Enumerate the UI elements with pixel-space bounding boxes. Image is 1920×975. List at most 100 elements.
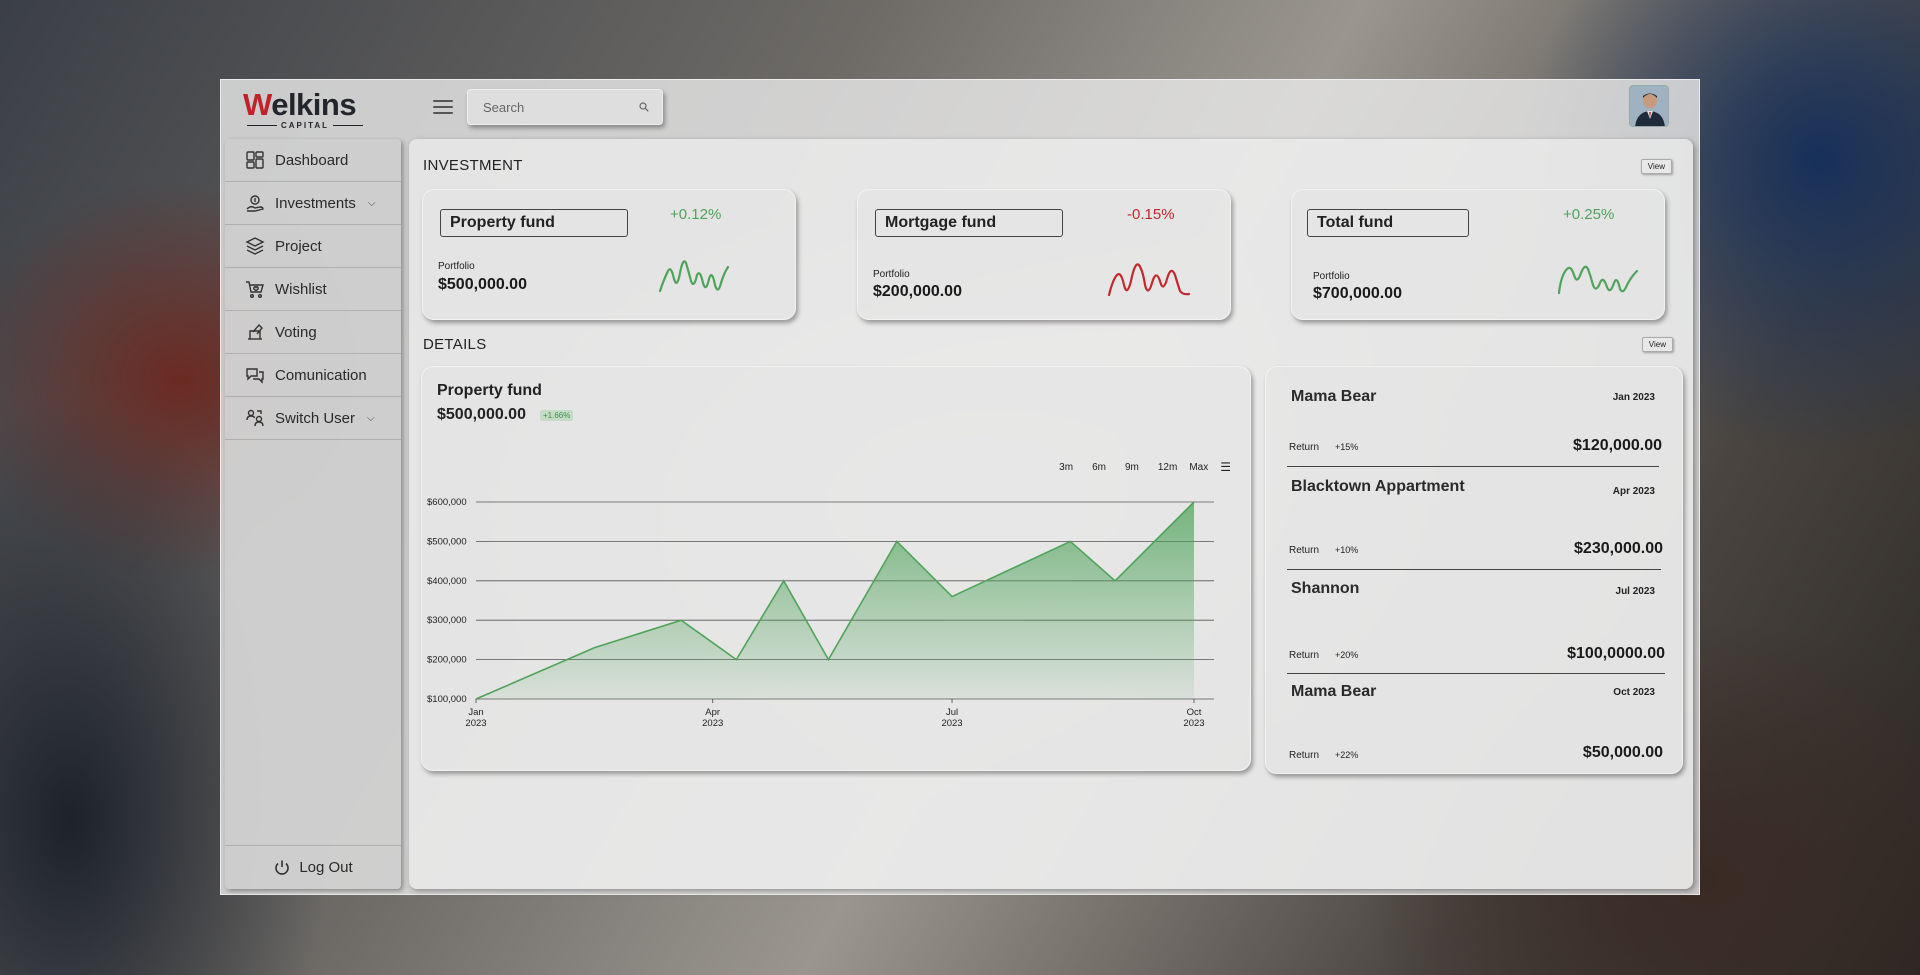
range-selector: 3m 6m 9m 12m Max ☰ — [1059, 460, 1231, 474]
sidebar-item-investments[interactable]: Investments ⌵ — [225, 182, 401, 225]
y-tick-label: $500,000 — [427, 536, 467, 547]
return-date: Apr 2023 — [1612, 486, 1655, 497]
return-label: Return — [1289, 545, 1320, 556]
range-max[interactable]: Max — [1189, 462, 1209, 473]
range-6m[interactable]: 6m — [1092, 462, 1106, 473]
cart-heart-icon — [246, 281, 264, 298]
return-pct: +22% — [1335, 750, 1359, 760]
y-tick-label: $600,000 — [427, 497, 467, 508]
logout-label: Log Out — [299, 859, 353, 876]
portfolio-value: $700,000.00 — [1313, 285, 1402, 302]
sidebar-item-switch-user[interactable]: Switch User ⌵ — [225, 397, 401, 440]
search-input[interactable] — [467, 89, 617, 125]
divider — [1287, 569, 1661, 570]
chat-icon — [246, 368, 264, 384]
x-tick-label: 2023 — [1183, 718, 1204, 729]
fund-name: Property fund — [440, 209, 628, 237]
return-pct: +10% — [1335, 545, 1359, 555]
fund-card-total[interactable]: Total fund +0.25% Portfolio $700,000.00 — [1291, 189, 1665, 320]
return-name: Blacktown Appartment — [1291, 478, 1465, 495]
x-tick-label: 2023 — [941, 718, 962, 729]
return-pct: +15% — [1335, 442, 1359, 452]
menu-icon[interactable] — [433, 100, 453, 116]
sidebar-item-label: Dashboard — [275, 151, 349, 169]
chart-menu-icon[interactable]: ☰ — [1220, 460, 1231, 474]
y-tick-label: $300,000 — [427, 615, 467, 626]
switch-user-icon — [246, 409, 264, 427]
return-date: Jul 2023 — [1615, 586, 1655, 597]
range-3m[interactable]: 3m — [1059, 462, 1074, 473]
return-label: Return — [1289, 442, 1320, 453]
range-9m[interactable]: 9m — [1124, 462, 1139, 473]
sidebar-item-label: Voting — [275, 323, 317, 341]
sidebar-item-label: Investments — [275, 194, 356, 212]
main-content: INVESTMENT View Property fund +0.12% Por… — [409, 139, 1693, 889]
portfolio-label: Portfolio — [438, 261, 475, 272]
top-bar: Welkins CAPITAL — [221, 80, 1699, 140]
fund-card-mortgage[interactable]: Mortgage fund -0.15% Portfolio $200,000.… — [857, 189, 1231, 320]
return-amount: $230,000.00 — [1574, 540, 1663, 557]
y-tick-label: $400,000 — [427, 576, 467, 587]
search-box[interactable] — [467, 89, 663, 125]
return-amount: $50,000.00 — [1582, 744, 1663, 761]
chart-change-badge: +1.66% — [540, 410, 574, 421]
chevron-down-icon[interactable]: ⌵ — [367, 412, 375, 424]
chevron-down-icon[interactable]: ⌵ — [367, 197, 376, 209]
search-icon[interactable] — [639, 102, 649, 112]
investment-view-button[interactable]: View — [1640, 159, 1672, 174]
layers-icon — [245, 237, 265, 255]
range-12m[interactable]: 12m — [1157, 462, 1178, 473]
sparkline — [1107, 263, 1191, 297]
fund-name: Total fund — [1307, 209, 1469, 237]
brand-logo[interactable]: Welkins CAPITAL — [243, 87, 375, 130]
return-date: Oct 2023 — [1613, 687, 1655, 698]
vote-icon — [248, 323, 263, 340]
chart-amount: $500,000.00 — [437, 406, 526, 423]
sidebar-item-label: Comunication — [275, 366, 367, 384]
user-avatar[interactable] — [1629, 85, 1669, 127]
return-name: Mama Bear — [1291, 683, 1377, 700]
sidebar: Dashboard Investments ⌵ Project Wishlist — [225, 139, 401, 889]
portfolio-value: $200,000.00 — [873, 283, 962, 300]
return-label: Return — [1289, 750, 1320, 761]
sidebar-item-project[interactable]: Project — [225, 225, 401, 268]
brand-wordmark: Welkins — [243, 87, 357, 122]
return-name: Shannon — [1291, 580, 1360, 597]
sidebar-item-label: Project — [275, 237, 322, 255]
sidebar-item-dashboard[interactable]: Dashboard — [225, 139, 401, 182]
y-tick-label: $100,000 — [427, 694, 467, 705]
return-name: Mama Bear — [1291, 388, 1377, 405]
logout-button[interactable]: Log Out — [225, 845, 401, 889]
fund-change: -0.15% — [1127, 206, 1175, 223]
sidebar-item-label: Switch User — [275, 409, 356, 427]
fund-card-property[interactable]: Property fund +0.12% Portfolio $500,000.… — [422, 189, 796, 320]
returns-list: Mama Bear Jan 2023 Return +15% $120,000.… — [1265, 366, 1683, 774]
x-tick-label: 2023 — [465, 718, 486, 729]
x-tick-label: Jul — [946, 707, 958, 718]
return-amount: $120,000.00 — [1573, 437, 1662, 454]
x-tick-label: 2023 — [702, 718, 723, 729]
x-tick-label: Oct — [1187, 707, 1202, 718]
fund-change: +0.12% — [670, 206, 722, 223]
chart-title: Property fund — [437, 382, 542, 399]
fund-name: Mortgage fund — [875, 209, 1063, 237]
sidebar-item-wishlist[interactable]: Wishlist — [225, 268, 401, 311]
portfolio-value: $500,000.00 — [438, 276, 527, 293]
sidebar-item-label: Wishlist — [275, 280, 327, 298]
app-window: Welkins CAPITAL — [220, 79, 1700, 895]
portfolio-label: Portfolio — [1313, 271, 1350, 282]
power-icon — [275, 860, 290, 875]
return-label: Return — [1289, 650, 1320, 661]
divider — [1287, 466, 1659, 467]
y-tick-label: $200,000 — [427, 655, 467, 666]
area-chart: $600,000 $500,000 $400,000 $300,000 $200,000… — [427, 497, 1214, 729]
chart-area — [476, 502, 1194, 699]
sidebar-item-comunication[interactable]: Comunication — [225, 354, 401, 397]
investment-section-title: INVESTMENT — [423, 157, 523, 174]
details-section-title: DETAILS — [423, 336, 487, 353]
portfolio-label: Portfolio — [873, 269, 910, 280]
investment-icon — [246, 195, 264, 212]
details-view-button[interactable]: View — [1641, 337, 1673, 352]
sidebar-item-voting[interactable]: Voting — [225, 311, 401, 354]
dashboard-icon — [246, 151, 264, 169]
